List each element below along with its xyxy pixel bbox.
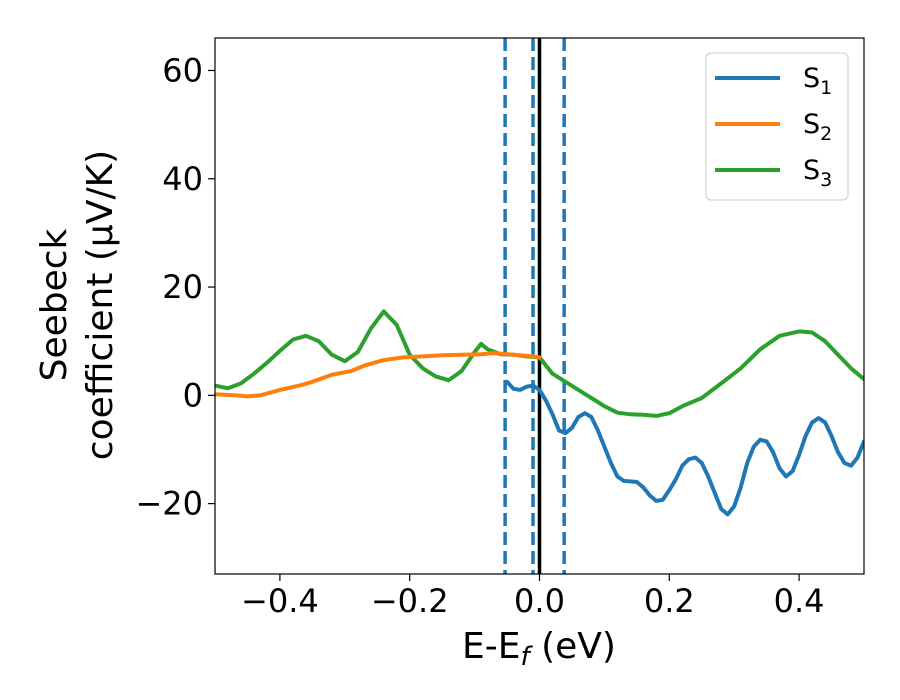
y-tick-label: 20: [162, 268, 203, 306]
legend-label-s3-sub: 3: [820, 169, 832, 191]
series-line-s1: [505, 379, 864, 517]
legend: S1 S2 S3: [705, 52, 849, 201]
y-axis-ticks: −20 0 20 40 60: [135, 51, 215, 523]
x-tick-label: 0.4: [774, 582, 825, 620]
legend-label-s3: S3: [803, 155, 832, 191]
legend-label-s1: S1: [803, 63, 832, 99]
x-tick-label: 0.2: [644, 582, 695, 620]
vertical-reference-lines: [503, 38, 566, 574]
series-line-s2: [215, 351, 542, 399]
series-lines: [215, 309, 864, 517]
legend-label-s3-name: S: [803, 155, 820, 186]
x-axis-ticks: −0.4 −0.2 0.0 0.2 0.4: [241, 574, 825, 620]
y-tick-label: 60: [162, 51, 203, 89]
legend-label-s2: S2: [803, 109, 832, 145]
legend-label-s1-sub: 1: [820, 77, 832, 99]
x-tick-label: −0.2: [371, 582, 449, 620]
x-axis-label: E-Ef (eV): [462, 626, 616, 672]
x-axis-label-unit: (eV): [530, 626, 616, 667]
y-axis-label-line1: Seebeck: [34, 228, 75, 381]
y-tick-label: 40: [162, 160, 203, 198]
y-tick-label: 0: [183, 376, 203, 414]
x-tick-label: −0.4: [241, 582, 319, 620]
legend-label-s2-sub: 2: [820, 123, 832, 145]
x-tick-label: 0.0: [514, 582, 565, 620]
x-axis-label-main: E-E: [462, 626, 520, 667]
legend-label-s1-name: S: [803, 63, 820, 94]
legend-box: [705, 52, 849, 201]
y-tick-label: −20: [135, 485, 203, 523]
y-axis-label-line2: coefficient (μV/K): [80, 150, 121, 460]
legend-label-s2-name: S: [803, 109, 820, 140]
